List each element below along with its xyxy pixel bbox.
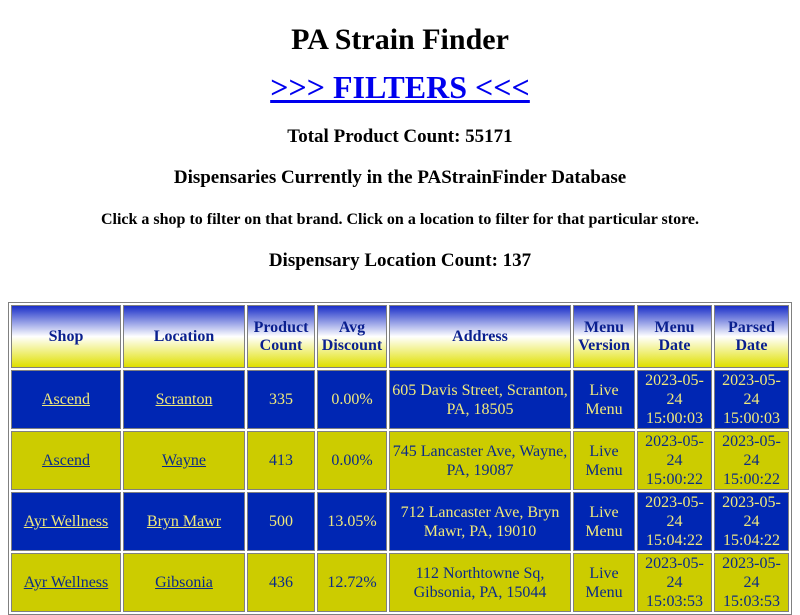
page-title: PA Strain Finder <box>291 23 509 56</box>
shop-link[interactable]: Ascend <box>42 452 90 469</box>
menu-date-cell: 2023-05-24 15:00:22 <box>637 431 712 490</box>
avg-discount-cell: 13.05% <box>317 492 387 551</box>
header-avg-discount[interactable]: Avg Discount <box>317 305 387 368</box>
product-count-cell: 413 <box>247 431 315 490</box>
header-menu-date[interactable]: Menu Date <box>637 305 712 368</box>
instructions-text: Click a shop to filter on that brand. Cl… <box>100 211 700 228</box>
menu-date-cell: 2023-05-24 15:04:22 <box>637 492 712 551</box>
filters-heading: >>> FILTERS <<< <box>0 67 800 107</box>
address-cell: 605 Davis Street, Scranton, PA, 18505 <box>389 370 571 429</box>
address-cell: 112 Northtowne Sq, Gibsonia, PA, 15044 <box>389 553 571 612</box>
menu-version-cell: Live Menu <box>573 431 635 490</box>
table-row: Ascend Scranton 335 0.00% 605 Davis Stre… <box>11 370 789 429</box>
location-cell: Scranton <box>123 370 245 429</box>
location-count: Dispensary Location Count: 137 <box>268 250 532 271</box>
header-parsed-date[interactable]: Parsed Date <box>714 305 789 368</box>
total-product-count: Total Product Count: 55171 <box>287 126 513 147</box>
menu-date-cell: 2023-05-24 15:03:53 <box>637 553 712 612</box>
shop-cell: Ayr Wellness <box>11 492 121 551</box>
shop-cell: Ascend <box>11 370 121 429</box>
location-cell: Bryn Mawr <box>123 492 245 551</box>
location-cell: Gibsonia <box>123 553 245 612</box>
menu-version-cell: Live Menu <box>573 553 635 612</box>
location-link[interactable]: Scranton <box>155 391 213 408</box>
table-row: Ayr Wellness Bryn Mawr 500 13.05% 712 La… <box>11 492 789 551</box>
parsed-date-cell: 2023-05-24 15:00:03 <box>714 370 789 429</box>
shop-link[interactable]: Ayr Wellness <box>23 574 109 591</box>
parsed-date-cell: 2023-05-24 15:04:22 <box>714 492 789 551</box>
product-count-cell: 436 <box>247 553 315 612</box>
menu-version-cell: Live Menu <box>573 370 635 429</box>
page-container: PA Strain Finder >>> FILTERS <<< Total P… <box>0 0 800 272</box>
shop-cell: Ayr Wellness <box>11 553 121 612</box>
header-product-count[interactable]: Product Count <box>247 305 315 368</box>
location-link[interactable]: Bryn Mawr <box>146 513 222 530</box>
parsed-date-cell: 2023-05-24 15:03:53 <box>714 553 789 612</box>
avg-discount-cell: 12.72% <box>317 553 387 612</box>
header-shop[interactable]: Shop <box>11 305 121 368</box>
address-cell: 712 Lancaster Ave, Bryn Mawr, PA, 19010 <box>389 492 571 551</box>
menu-date-cell: 2023-05-24 15:00:03 <box>637 370 712 429</box>
location-link[interactable]: Gibsonia <box>155 574 213 591</box>
address-cell: 745 Lancaster Ave, Wayne, PA, 19087 <box>389 431 571 490</box>
table-row: Ascend Wayne 413 0.00% 745 Lancaster Ave… <box>11 431 789 490</box>
location-cell: Wayne <box>123 431 245 490</box>
menu-version-cell: Live Menu <box>573 492 635 551</box>
avg-discount-cell: 0.00% <box>317 370 387 429</box>
header-location[interactable]: Location <box>123 305 245 368</box>
dispensary-table: Shop Location Product Count Avg Discount… <box>8 302 792 615</box>
table-header-row: Shop Location Product Count Avg Discount… <box>11 305 789 368</box>
header-menu-version[interactable]: Menu Version <box>573 305 635 368</box>
avg-discount-cell: 0.00% <box>317 431 387 490</box>
location-link[interactable]: Wayne <box>161 452 207 469</box>
dispensaries-heading: Dispensaries Currently in the PAStrainFi… <box>173 167 627 188</box>
table-row: Ayr Wellness Gibsonia 436 12.72% 112 Nor… <box>11 553 789 612</box>
product-count-cell: 500 <box>247 492 315 551</box>
parsed-date-cell: 2023-05-24 15:00:22 <box>714 431 789 490</box>
shop-link[interactable]: Ascend <box>42 391 90 408</box>
shop-link[interactable]: Ayr Wellness <box>23 513 109 530</box>
filters-link[interactable]: >>> FILTERS <<< <box>270 69 530 105</box>
header-address[interactable]: Address <box>389 305 571 368</box>
product-count-cell: 335 <box>247 370 315 429</box>
shop-cell: Ascend <box>11 431 121 490</box>
